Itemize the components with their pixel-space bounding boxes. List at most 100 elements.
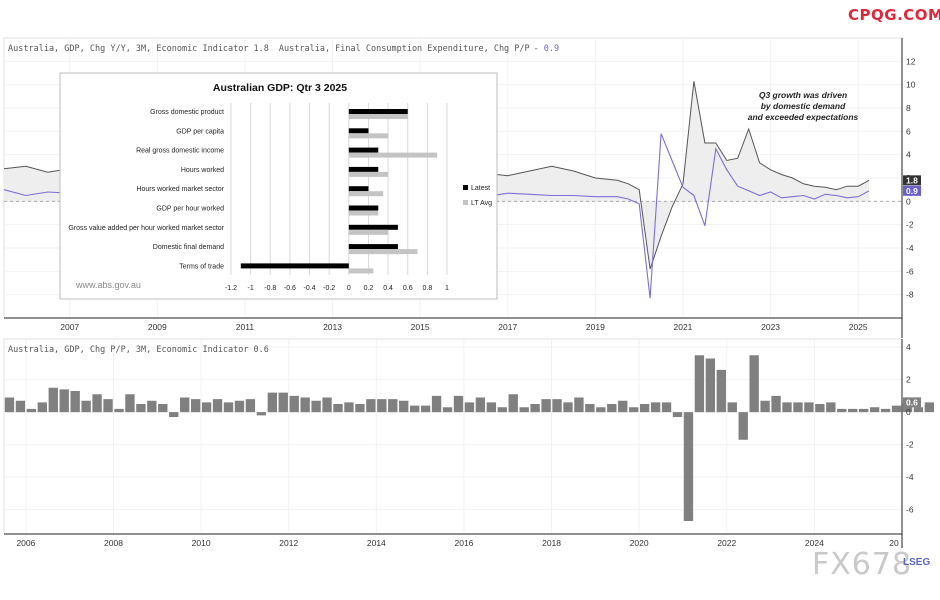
top-x-tick-label: 2009 [148,322,167,332]
top-x-tick-label: 2023 [761,322,780,332]
bottom-bar [913,407,924,413]
bottom-bar [618,400,628,413]
bottom-bar [519,407,529,413]
bottom-bar [661,402,672,413]
bottom-bar [4,397,15,413]
bottom-bar [880,408,891,413]
bottom-bar [891,405,902,413]
bottom-value-badge-label: 0.6 [906,397,918,407]
inset-x-tick-label: 0.4 [383,285,393,292]
top-x-tick-label: 2015 [411,322,430,332]
inset-bar-ltavg [348,249,418,255]
top-value-badges: 1.80.9 [903,175,921,196]
bottom-bar [858,408,869,413]
bottom-bar [508,394,518,413]
annotation-line: Q3 growth was driven [759,90,847,100]
top-x-tick-label: 2007 [60,322,79,332]
bottom-bar [377,399,387,413]
bottom-bar [212,399,223,413]
bottom-bars [4,355,935,521]
bottom-bar [475,397,486,413]
bottom-x-tick-label: 20 [889,538,899,548]
inset-title: Australian GDP: Qtr 3 2025 [213,82,347,94]
inset-legend-ltavg: LT Avg [471,200,492,207]
top-value-badge-bg [903,185,921,196]
inset-bar-latest [348,186,369,192]
inset-bar-latest [348,224,398,230]
bottom-bar [431,395,442,413]
inset-frame [59,72,498,300]
inset-category-label: Gross value added per hour worked market… [68,225,224,232]
inset-bar-ltavg [348,229,389,235]
bottom-bar [585,404,595,413]
bottom-bar [70,391,80,413]
bottom-bar [464,402,475,413]
bottom-bar [103,399,113,413]
bottom-bar [497,407,507,413]
annotation-line: and exceeded expectations [748,112,859,122]
fx678-watermark: FX678 [812,547,913,582]
inset-x-tick-label: 0.6 [403,285,413,292]
bottom-x-tick-label: 2020 [630,538,649,548]
top-y-tick-label: 12 [906,56,916,66]
bottom-y-tick-label: 0 [906,407,911,417]
bottom-bar [311,400,321,413]
inset-bar-ltavg [348,171,389,177]
bottom-bar [530,404,540,413]
top-x-axis: 2007 2009 2011 2013 2015 2017 2019 2021 2023 2025 [60,322,868,332]
bottom-x-tick-label: 2006 [16,538,35,548]
top-y-tick-label: -4 [906,243,914,253]
legend-fce-value: 0.9 [544,44,559,54]
bottom-bar [344,402,354,413]
bottom-bar [300,397,310,413]
inset-x-tick-label: 0.8 [422,285,432,292]
top-y-tick-label: -2 [906,220,914,230]
inset-legend-ltavg-swatch [463,200,468,205]
inset-x-tick-label: 0.2 [364,285,374,292]
bottom-bar [388,399,398,413]
top-value-badge-label: 1.8 [906,175,918,185]
bottom-bar [223,402,234,413]
top-y-tick-label: 0 [906,196,911,206]
lseg-logo: LSEG [903,557,931,568]
bottom-bar [409,405,420,413]
bottom-bar [147,400,157,413]
bottom-bar [256,412,267,416]
inset-bar-latest [348,109,408,114]
bottom-plot-frame [3,338,903,535]
bottom-bar [267,392,277,413]
inset-category-label: GDP per hour worked [156,206,224,213]
inset-category-label: Real gross domestic income [136,148,224,155]
inset-bar-chart: Australian GDP: Qtr 3 2025 Gross domesti… [59,72,498,300]
bottom-bar [333,404,343,413]
inset-bar-ltavg [348,152,438,158]
bottom-bar [694,355,705,413]
legend-fce-label: Australia, Final Consumption Expenditure… [279,44,530,54]
inset-x-tick-label: -1.2 [225,285,237,292]
bottom-bar [924,402,935,413]
inset-bar-latest [348,205,379,211]
bottom-bar [848,408,858,413]
top-x-tick-label: 2025 [849,322,868,332]
bottom-bar [782,402,792,413]
bottom-bar [629,407,639,413]
top-y-tick-label: 4 [906,150,911,160]
bottom-x-tick-label: 2008 [104,538,123,548]
top-value-badge-label: 0.9 [906,186,918,196]
bottom-bar [453,395,464,413]
bottom-bar [48,387,58,413]
top-y-tick-label: -8 [906,290,914,300]
bottom-bar [201,402,212,413]
top-x-tick-label: 2021 [674,322,693,332]
inset-bar-latest [348,147,379,153]
bottom-bar [399,400,409,413]
top-y-tick-label: 8 [906,103,911,113]
bottom-bar [574,397,584,413]
inset-bar-ltavg [348,133,389,139]
inset-bar-ltavg [348,191,384,197]
bottom-bar [136,404,146,413]
inset-x-ticks: -1.2 -1 -0.8 -0.6 -0.4 -0.2 0 0.2 0.4 0.6 0.8 1 [225,285,449,292]
top-y-tick-label: -6 [906,266,914,276]
